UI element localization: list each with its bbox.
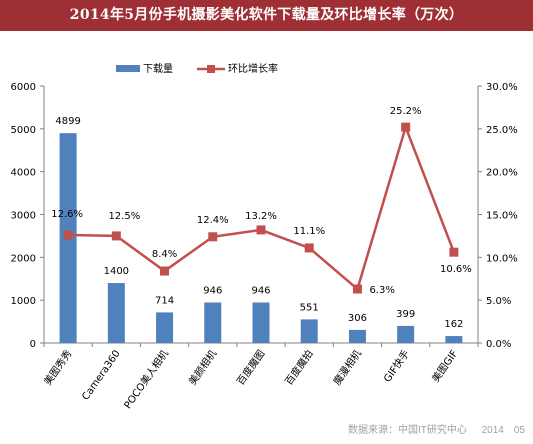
chart-footer: 数据来源：中国IT研究中心 2014 05: [0, 421, 525, 436]
growth-value-label: 11.1%: [293, 226, 325, 237]
chart-area: 0 1000 2000 3000 4000 5000 6000 0.0% 5.0% 10.0% 15…: [0, 31, 533, 440]
date-note: 2014 05: [481, 425, 525, 436]
growth-value-label: 10.6%: [440, 264, 472, 275]
category-label: 美颜相机: [186, 347, 220, 387]
growth-point: [111, 231, 121, 241]
growth-point: [256, 225, 266, 235]
source-note: 数据来源：中国IT研究中心: [347, 425, 467, 436]
combo-chart: 0 1000 2000 3000 4000 5000 6000 0.0% 5.0% 10.0% 15…: [11, 62, 518, 411]
y-right-tick-label: 15.0%: [486, 211, 518, 222]
y-right-tick-label: 10.0%: [486, 253, 518, 264]
category-label: GIF快手: [381, 347, 413, 384]
category-label: 美图秀秀: [41, 347, 75, 387]
bar-value-label: 714: [155, 295, 174, 306]
y-left-tick-label: 1000: [11, 296, 36, 307]
category-label: 魔漫相机: [330, 347, 364, 387]
bar: [445, 336, 463, 343]
bar-value-label: 551: [300, 302, 319, 313]
y-right-tick-label: 20.0%: [486, 168, 518, 179]
chart-title-banner: 2014年5月份手机摄影美化软件下载量及环比增长率（万次）: [0, 0, 533, 31]
growth-line: [68, 123, 456, 292]
growth-value-label: 12.4%: [197, 215, 229, 226]
chart-title: 2014年5月份手机摄影美化软件下载量及环比增长率（万次）: [69, 7, 464, 23]
legend-swatch-marker: [207, 65, 215, 73]
bar-value-label: 306: [348, 313, 367, 324]
y-left-tick-label: 5000: [11, 125, 36, 136]
y-left-tick-label: 6000: [11, 82, 36, 93]
bar: [397, 325, 415, 343]
bar-value-label: 399: [396, 309, 415, 320]
bar: [348, 329, 366, 343]
legend-label-line: 环比增长率: [228, 62, 278, 75]
category-label: 百度魔拍: [282, 347, 316, 387]
growth-point: [160, 266, 170, 276]
growth-value-label: 12.5%: [108, 211, 140, 222]
growth-point: [63, 230, 73, 240]
growth-value-label: 12.6%: [51, 209, 83, 220]
category-label: 百度魔图: [234, 347, 268, 387]
bar-value-label: 1400: [104, 266, 129, 277]
y-left-tick-label: 4000: [11, 168, 36, 179]
category-label: 美图GIF: [429, 347, 461, 385]
bar-value-label: 946: [251, 285, 270, 296]
growth-point: [208, 232, 218, 242]
growth-value-label: 25.2%: [390, 106, 422, 117]
growth-value-label: 6.3%: [369, 285, 394, 296]
growth-point: [401, 122, 411, 132]
growth-point: [449, 247, 459, 257]
growth-point: [304, 243, 314, 253]
bar-value-label: 946: [203, 285, 222, 296]
y-right-tick-label: 0.0%: [486, 339, 511, 350]
category-label: POCO美人相机: [121, 347, 171, 411]
bar-value-label: 4899: [55, 116, 80, 127]
y-right-tick-label: 25.0%: [486, 125, 518, 136]
y-left-tick-label: 3000: [11, 211, 36, 222]
y-right-tick-label: 5.0%: [486, 296, 511, 307]
category-label: Camera360: [80, 348, 122, 402]
legend-swatch-bar: [116, 65, 140, 72]
y-left-tick-label: 0: [30, 339, 36, 350]
legend-label-bar: 下载量: [143, 63, 173, 75]
bar-value-label: 162: [444, 319, 463, 330]
growth-value-label: 13.2%: [245, 211, 277, 222]
bar: [252, 302, 270, 343]
growth-value-label: 8.4%: [152, 249, 177, 260]
growth-point: [352, 284, 362, 294]
y-left-tick-label: 2000: [11, 253, 36, 264]
bar: [107, 283, 125, 343]
bar: [300, 319, 318, 343]
y-right-tick-label: 30.0%: [486, 82, 518, 93]
bar: [204, 302, 222, 343]
bar: [156, 312, 174, 343]
